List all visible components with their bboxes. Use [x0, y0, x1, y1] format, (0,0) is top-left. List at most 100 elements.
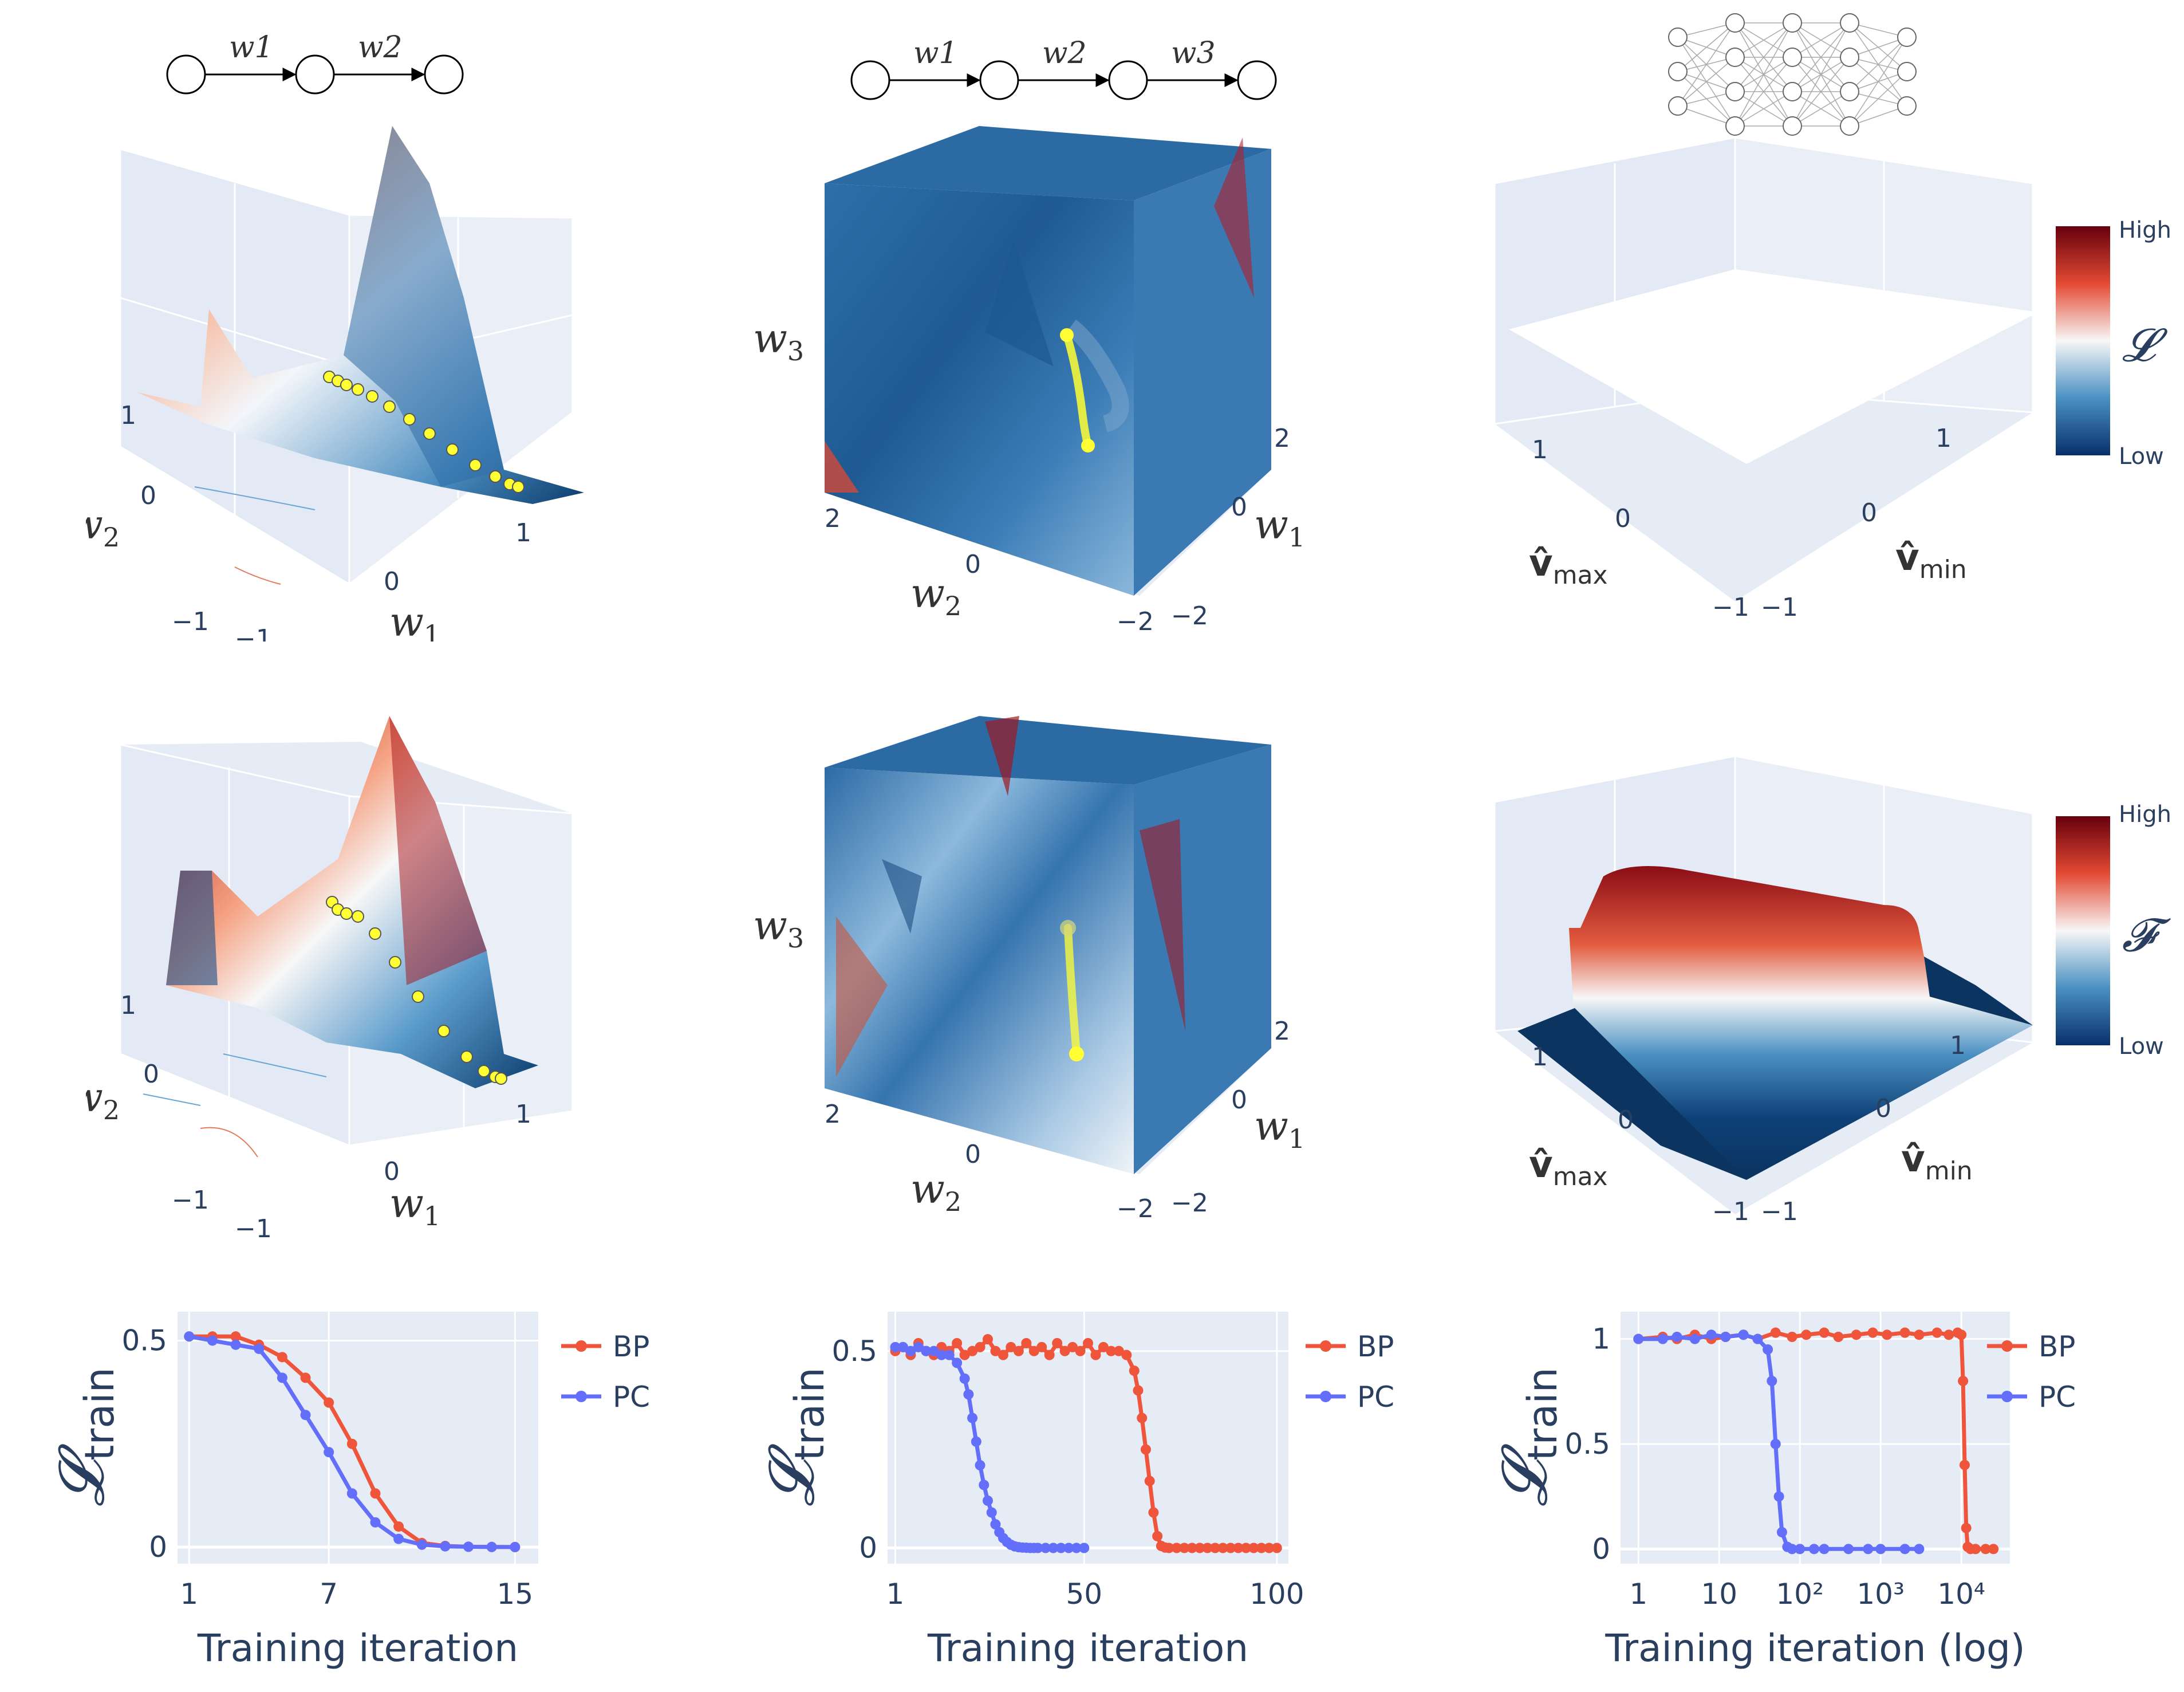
legend-label-pc: PC: [613, 1380, 650, 1414]
data-point-bp: [1133, 1385, 1144, 1396]
y-axis-title: 𝓛train: [755, 1367, 833, 1506]
series-pc: [890, 1341, 1090, 1553]
colorbar-loss: High Low 𝓛: [2056, 212, 2182, 475]
data-point-bp: [1067, 1341, 1078, 1352]
y-tick-label: 0: [1592, 1532, 1610, 1565]
legend-marker: [1320, 1391, 1331, 1402]
optimization-trajectory: [1064, 924, 1081, 1058]
data-point-pc: [1048, 1543, 1059, 1553]
data-point-pc: [975, 1460, 985, 1471]
tick-w1-1: 1: [515, 1100, 531, 1129]
data-point-pc: [1071, 1543, 1082, 1553]
data-point-bp: [1931, 1327, 1942, 1338]
data-point-pc: [1787, 1544, 1797, 1555]
data-point-bp: [1028, 1345, 1039, 1356]
net-label-w2: w2: [1042, 36, 1087, 70]
tick-vmin-1: 1: [1950, 1031, 1966, 1060]
tick-w2-0: 0: [965, 550, 981, 579]
data-point-pc: [486, 1541, 497, 1552]
colorbar-high-label: High: [2119, 217, 2171, 243]
colorbar-gradient: [2056, 816, 2110, 1045]
axis-title-w1: w1: [389, 1180, 440, 1231]
data-point-bp: [1113, 1345, 1124, 1356]
colorbar-symbol-L: 𝓛: [2122, 318, 2168, 372]
data-point-pc: [952, 1357, 963, 1368]
tick-w1-0: 0: [384, 1157, 400, 1186]
tick-vmin-1: 1: [1935, 424, 1952, 453]
axis-title-vmax: v̂max: [1529, 542, 1608, 590]
data-point-pc: [1720, 1332, 1731, 1342]
flat-loss-plane: [1509, 269, 2039, 464]
tick-w1-m1: −1: [235, 1214, 272, 1237]
tick-vmax-1: 1: [1532, 1042, 1548, 1072]
y-axis-subscript: train: [1519, 1367, 1566, 1461]
data-point-bp: [983, 1334, 993, 1345]
network-diagram-3w: w1 w2 w3: [850, 36, 1277, 100]
colorbar-high-label: High: [2119, 801, 2171, 828]
data-point-pc: [463, 1541, 474, 1552]
line-chart-2: 1 50 100 0 0.5 BP PC Training iteration 𝓛train: [755, 1312, 1394, 1670]
legend-label-bp: BP: [1357, 1330, 1394, 1363]
data-point-pc: [890, 1341, 901, 1352]
data-point-bp: [1833, 1332, 1844, 1342]
x-tick-label: 1: [180, 1577, 198, 1611]
data-point-bp: [1770, 1327, 1781, 1338]
data-point-pc: [913, 1341, 924, 1352]
energy-ridge-surface: [1569, 866, 2033, 1180]
data-point-bp: [1121, 1349, 1132, 1360]
x-axis-title: Training iteration: [927, 1626, 1248, 1670]
tick-vmax-m1: −1: [1712, 1197, 1749, 1226]
data-point-pc: [1633, 1333, 1644, 1344]
data-point-bp: [1256, 1543, 1267, 1553]
data-point-pc: [416, 1539, 427, 1550]
optimization-trajectory: [326, 896, 507, 1085]
line-chart-1: 1 7 15 0 0.5 BP PC Training iteration 𝓛train: [45, 1312, 650, 1670]
plot-area: [888, 1312, 1288, 1564]
line-chart-3: 1 10 10² 10³ 10⁴ 0 0.5 1 BP PC Training iteration …: [1488, 1312, 2076, 1670]
data-point-pc: [971, 1436, 981, 1447]
x-tick-label: 10²: [1776, 1577, 1824, 1611]
net-label-w3: w3: [1171, 36, 1216, 70]
data-point-bp: [1137, 1412, 1148, 1423]
panel-top-middle: w1 w2 w3 2 0 −2 2 0 −2 w3 w2 w1: [739, 23, 1311, 653]
panel-mid-right: 1 0 −1 −1 0 1 v̂max v̂min: [1460, 687, 2182, 1237]
net-label-w1: w1: [913, 36, 958, 70]
data-point-pc: [1863, 1544, 1874, 1555]
data-point-bp: [1052, 1338, 1063, 1348]
data-point-bp: [1271, 1543, 1282, 1553]
data-point-bp: [230, 1331, 241, 1342]
surface-plot-loss-2w: w1 w2 1 0 −1 −1 0 1 w2 w1: [69, 30, 584, 654]
axis-title-vmin: v̂min: [1895, 537, 1967, 584]
x-tick-label: 50: [1066, 1577, 1102, 1611]
data-point-bp: [1980, 1544, 1991, 1555]
data-point-bp: [1233, 1543, 1244, 1553]
data-point-bp: [1021, 1338, 1032, 1348]
data-point-pc: [393, 1533, 404, 1544]
data-point-pc: [277, 1372, 287, 1383]
data-point-pc: [1843, 1544, 1854, 1555]
data-point-bp: [1144, 1475, 1155, 1486]
data-point-bp: [1217, 1543, 1228, 1553]
panel-mid-left: 1 0 −1 −1 0 1 w2 w1: [69, 687, 601, 1244]
data-point-pc: [1738, 1329, 1749, 1340]
legend-label-pc: PC: [1357, 1380, 1394, 1414]
axis-title-vmin: v̂min: [1901, 1138, 1973, 1186]
data-point-pc: [1914, 1544, 1925, 1555]
data-point-bp: [1988, 1544, 1999, 1555]
tick-vmax-0: 0: [1615, 504, 1631, 533]
data-point-bp: [1202, 1543, 1213, 1553]
legend-label-bp: BP: [613, 1330, 649, 1363]
surface-plot-loss-deep: 1 0 −1 −1 0 1 v̂max v̂min: [1493, 13, 2039, 622]
data-point-bp: [1956, 1329, 1967, 1340]
cube-front-face: [825, 183, 1134, 596]
data-point-bp: [1819, 1327, 1830, 1338]
data-point-bp: [1958, 1376, 1969, 1386]
data-point-bp: [1059, 1345, 1070, 1356]
network-diagram-2w: w1 w2: [166, 30, 464, 95]
data-point-pc: [944, 1349, 955, 1360]
data-point-bp: [1225, 1543, 1236, 1553]
panel-top-left: w1 w2 1 0 −1 −1 0 1 w2 w1: [69, 11, 601, 654]
tick-w2-1: 1: [120, 991, 136, 1020]
data-point-bp: [998, 1349, 1008, 1360]
data-point-pc: [1040, 1543, 1051, 1553]
